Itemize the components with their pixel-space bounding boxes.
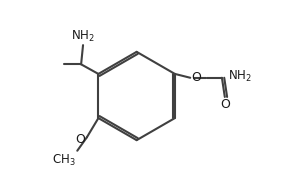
- Text: O: O: [191, 71, 201, 84]
- Text: CH$_3$: CH$_3$: [52, 153, 75, 168]
- Text: NH$_2$: NH$_2$: [228, 69, 251, 84]
- Text: NH$_2$: NH$_2$: [71, 29, 95, 44]
- Text: O: O: [75, 133, 85, 146]
- Text: O: O: [220, 98, 230, 111]
